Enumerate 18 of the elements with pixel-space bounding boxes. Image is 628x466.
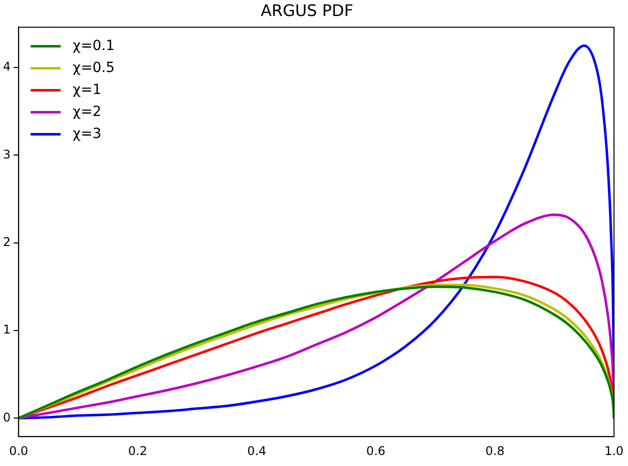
legend-label: χ=1 <box>72 82 102 98</box>
y-tick-label: 1 <box>2 322 11 337</box>
line-series <box>18 214 614 420</box>
x-tick-label: 0.8 <box>485 444 504 458</box>
x-tick-label: 0.2 <box>128 444 148 458</box>
y-tick-label: 4 <box>2 60 11 74</box>
legend-label: χ=3 <box>72 126 102 142</box>
x-tick-label: 0.4 <box>247 444 266 458</box>
y-tick-label: 3 <box>2 147 11 162</box>
y-tick-label: 0 <box>2 410 11 424</box>
y-tick-label: 2 <box>2 234 11 249</box>
legend-label: χ=0.5 <box>72 60 115 76</box>
legend-label: χ=2 <box>72 104 102 120</box>
chart-title: ARGUS PDF <box>260 0 354 20</box>
x-tick-label: 1.0 <box>604 444 624 458</box>
legend-label: χ=0.1 <box>72 38 115 54</box>
x-tick-label: 0.0 <box>9 444 28 458</box>
x-tick-label: 0.6 <box>366 444 386 458</box>
